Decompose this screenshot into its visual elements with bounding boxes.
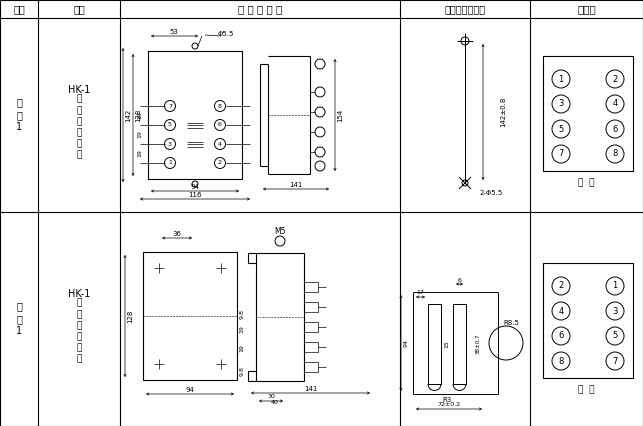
Text: Φ5.5: Φ5.5 [218,31,234,37]
Bar [256,253,304,381]
Text: 4: 4 [218,141,222,147]
Text: 安装开孔尺寸图: 安装开孔尺寸图 [444,4,485,14]
Text: 142±0.8: 142±0.8 [500,97,506,127]
Text: 5: 5 [558,124,564,133]
Text: 结构: 结构 [73,4,85,14]
Text: 8: 8 [218,104,222,109]
Text: 15: 15 [444,340,449,348]
Text: 6: 6 [458,277,462,282]
Text: 1: 1 [558,75,564,83]
Text: 4: 4 [612,100,618,109]
Bar [453,304,466,384]
Text: 19: 19 [138,130,143,138]
Bar [304,342,318,352]
Text: 端子图: 端子图 [577,4,596,14]
Text: 3: 3 [558,100,564,109]
Bar [428,304,441,384]
Text: 1: 1 [168,161,172,165]
Text: 6: 6 [612,124,618,133]
Text: 背  视: 背 视 [578,386,595,394]
Text: 前  视: 前 视 [578,178,595,187]
Bar [543,56,633,171]
Text: 142: 142 [125,108,131,122]
Text: 30: 30 [267,394,275,400]
Text: 154: 154 [337,108,343,122]
Bar [148,51,242,179]
Text: 图号: 图号 [13,4,25,14]
Text: 19: 19 [138,150,143,158]
Text: 2-Φ5.5: 2-Φ5.5 [480,190,503,196]
Text: 7: 7 [558,150,564,158]
Text: 1: 1 [612,282,618,291]
Text: 5: 5 [168,123,172,127]
Text: 94: 94 [404,339,408,347]
Text: 19: 19 [239,325,244,333]
Bar [143,252,237,380]
Text: 7: 7 [168,104,172,109]
Text: 38±0.7: 38±0.7 [476,334,480,354]
Text: 8: 8 [612,150,618,158]
Text: 6: 6 [558,331,564,340]
Text: R3: R3 [442,397,451,403]
Text: 9.8: 9.8 [239,366,244,376]
Text: 19: 19 [239,344,244,351]
Text: 72±0.2: 72±0.2 [437,403,460,408]
Text: 3: 3 [168,141,172,147]
Text: 9.8: 9.8 [239,309,244,319]
Text: 128: 128 [127,309,133,322]
Text: 附
图
1: 附 图 1 [16,98,22,132]
Text: 19: 19 [138,112,143,119]
Bar [304,282,318,292]
Text: 116: 116 [188,192,202,198]
Text: 2: 2 [218,161,222,165]
Bar [304,322,318,332]
Text: 3: 3 [612,306,618,316]
Text: M5: M5 [275,227,285,236]
Text: R8.5: R8.5 [503,320,519,326]
Bar [543,263,633,378]
Text: 2: 2 [612,75,618,83]
Text: 141: 141 [289,182,303,188]
Text: 94: 94 [190,184,199,190]
Text: 94: 94 [186,387,194,393]
Text: 7: 7 [612,357,618,366]
Text: 凸
出
式
后
接
线: 凸 出 式 后 接 线 [77,299,82,363]
Text: 2: 2 [558,282,564,291]
Text: 36: 36 [172,231,181,237]
Text: 6: 6 [218,123,222,127]
Bar [304,302,318,312]
Text: 141: 141 [303,386,317,392]
Text: 8: 8 [558,357,564,366]
Text: 17: 17 [417,291,424,296]
Text: 5: 5 [612,331,618,340]
Text: 外 形 尺 寸 图: 外 形 尺 寸 图 [238,4,282,14]
Text: HK-1: HK-1 [68,85,90,95]
Text: HK-1: HK-1 [68,289,90,299]
Text: 4: 4 [558,306,564,316]
Text: 53: 53 [170,29,179,35]
Text: 40: 40 [271,400,279,406]
Text: 附
图
1: 附 图 1 [16,302,22,337]
Text: 128: 128 [135,108,141,122]
Text: 凸
出
式
前
接
线: 凸 出 式 前 接 线 [77,95,82,159]
Bar [304,362,318,372]
